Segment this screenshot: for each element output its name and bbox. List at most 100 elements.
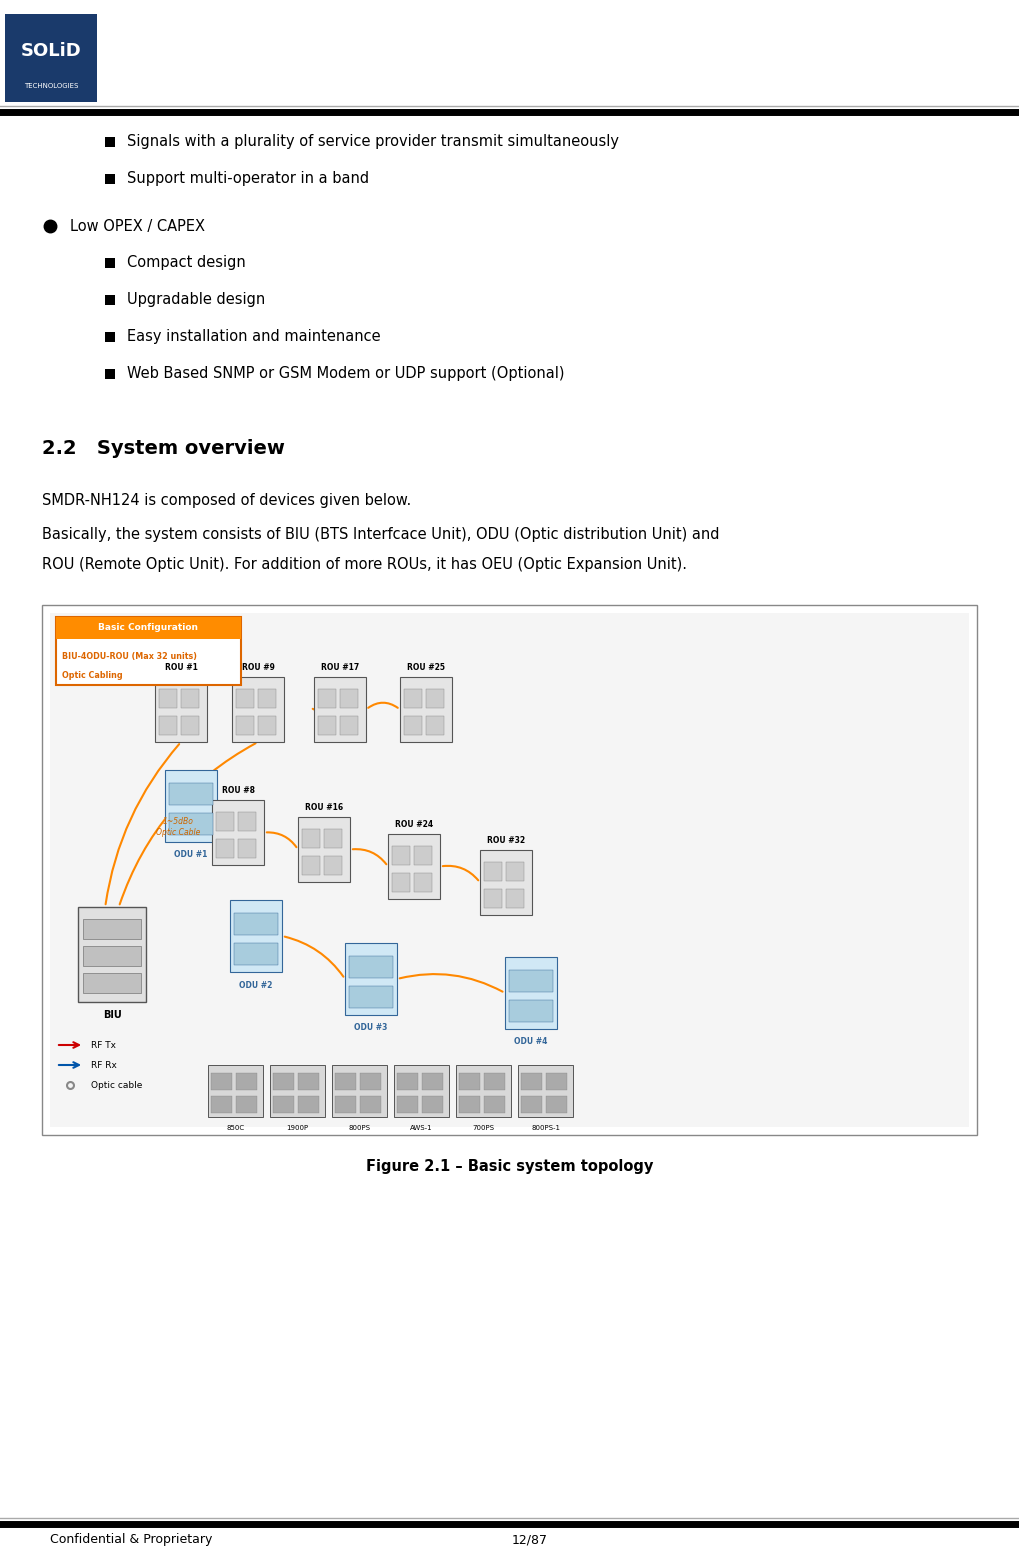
FancyBboxPatch shape <box>484 862 501 881</box>
FancyBboxPatch shape <box>426 715 443 736</box>
Text: ODU #4: ODU #4 <box>514 1037 547 1047</box>
FancyBboxPatch shape <box>414 873 432 892</box>
FancyBboxPatch shape <box>324 829 341 848</box>
Text: ODU #3: ODU #3 <box>354 1023 387 1032</box>
Text: ROU #16: ROU #16 <box>305 803 342 812</box>
FancyBboxPatch shape <box>396 1073 418 1090</box>
FancyBboxPatch shape <box>348 956 392 978</box>
FancyBboxPatch shape <box>105 258 115 269</box>
Text: Basically, the system consists of BIU (BTS Interfcace Unit), ODU (Optic distribu: Basically, the system consists of BIU (B… <box>42 526 718 542</box>
FancyBboxPatch shape <box>180 689 199 708</box>
FancyBboxPatch shape <box>302 829 320 848</box>
FancyBboxPatch shape <box>298 1097 319 1114</box>
FancyBboxPatch shape <box>360 1097 381 1114</box>
Text: ROU #32: ROU #32 <box>486 836 525 845</box>
Text: ROU #17: ROU #17 <box>321 662 359 672</box>
FancyBboxPatch shape <box>318 715 335 736</box>
Text: BIU-4ODU-ROU (Max 32 units): BIU-4ODU-ROU (Max 32 units) <box>62 651 197 661</box>
FancyBboxPatch shape <box>360 1073 381 1090</box>
FancyBboxPatch shape <box>105 137 115 147</box>
FancyBboxPatch shape <box>233 914 278 936</box>
FancyBboxPatch shape <box>237 839 256 858</box>
FancyBboxPatch shape <box>459 1097 480 1114</box>
FancyBboxPatch shape <box>258 689 276 708</box>
Text: Optic cable: Optic cable <box>91 1081 143 1090</box>
FancyBboxPatch shape <box>159 715 177 736</box>
FancyBboxPatch shape <box>387 834 439 900</box>
FancyBboxPatch shape <box>83 973 141 993</box>
FancyBboxPatch shape <box>404 715 422 736</box>
FancyBboxPatch shape <box>334 1073 356 1090</box>
FancyBboxPatch shape <box>237 812 256 831</box>
FancyBboxPatch shape <box>216 812 233 831</box>
Text: Web Based SNMP or GSM Modem or UDP support (Optional): Web Based SNMP or GSM Modem or UDP suppo… <box>127 366 564 381</box>
FancyBboxPatch shape <box>105 173 115 184</box>
Text: 800PS: 800PS <box>348 1125 370 1131</box>
FancyBboxPatch shape <box>298 1073 319 1090</box>
FancyBboxPatch shape <box>105 295 115 305</box>
Text: RF Tx: RF Tx <box>91 1040 116 1050</box>
Text: Upgradable design: Upgradable design <box>127 292 265 308</box>
FancyBboxPatch shape <box>324 856 341 875</box>
FancyBboxPatch shape <box>211 1097 231 1114</box>
FancyBboxPatch shape <box>273 1097 293 1114</box>
FancyBboxPatch shape <box>302 856 320 875</box>
Text: ROU #25: ROU #25 <box>407 662 444 672</box>
Text: Basic Configuration: Basic Configuration <box>99 623 199 633</box>
FancyBboxPatch shape <box>339 715 358 736</box>
FancyBboxPatch shape <box>508 1000 552 1022</box>
Text: BIU: BIU <box>103 1011 121 1020</box>
Text: AWS-1: AWS-1 <box>410 1125 432 1131</box>
FancyBboxPatch shape <box>105 369 115 380</box>
FancyBboxPatch shape <box>459 1073 480 1090</box>
Text: SMDR-NH124 is composed of devices given below.: SMDR-NH124 is composed of devices given … <box>42 494 411 508</box>
FancyBboxPatch shape <box>422 1073 442 1090</box>
FancyBboxPatch shape <box>105 333 115 342</box>
FancyBboxPatch shape <box>318 689 335 708</box>
Text: Optic Cabling: Optic Cabling <box>62 670 122 679</box>
FancyBboxPatch shape <box>50 612 968 1128</box>
FancyBboxPatch shape <box>235 715 254 736</box>
FancyBboxPatch shape <box>298 817 350 883</box>
FancyBboxPatch shape <box>393 1065 448 1117</box>
Text: 1~5dBo
Optic Cable: 1~5dBo Optic Cable <box>156 817 200 837</box>
FancyBboxPatch shape <box>484 889 501 908</box>
FancyBboxPatch shape <box>391 873 410 892</box>
FancyBboxPatch shape <box>414 847 432 865</box>
FancyBboxPatch shape <box>83 918 141 939</box>
Text: 2.2   System overview: 2.2 System overview <box>42 439 284 459</box>
FancyBboxPatch shape <box>484 1097 504 1114</box>
Text: Support multi-operator in a band: Support multi-operator in a band <box>127 170 369 186</box>
Text: ROU (Remote Optic Unit). For addition of more ROUs, it has OEU (Optic Expansion : ROU (Remote Optic Unit). For addition of… <box>42 558 687 572</box>
FancyBboxPatch shape <box>231 676 283 742</box>
FancyBboxPatch shape <box>314 676 366 742</box>
FancyBboxPatch shape <box>545 1073 567 1090</box>
FancyBboxPatch shape <box>270 1065 325 1117</box>
Text: ODU #1: ODU #1 <box>174 850 208 859</box>
FancyBboxPatch shape <box>508 970 552 992</box>
FancyBboxPatch shape <box>233 943 278 965</box>
Text: Compact design: Compact design <box>127 255 246 270</box>
Text: ROU #9: ROU #9 <box>242 662 274 672</box>
FancyBboxPatch shape <box>258 715 276 736</box>
FancyBboxPatch shape <box>211 1073 231 1090</box>
FancyBboxPatch shape <box>484 1073 504 1090</box>
Text: Low OPEX / CAPEX: Low OPEX / CAPEX <box>70 219 205 233</box>
FancyBboxPatch shape <box>545 1097 567 1114</box>
Text: 800PS-1: 800PS-1 <box>531 1125 559 1131</box>
FancyBboxPatch shape <box>56 617 240 639</box>
Text: SOLiD: SOLiD <box>20 42 82 59</box>
Text: 12/87: 12/87 <box>512 1534 547 1546</box>
Text: Figure 2.1 – Basic system topology: Figure 2.1 – Basic system topology <box>366 1159 653 1175</box>
Text: 1900P: 1900P <box>286 1125 309 1131</box>
FancyBboxPatch shape <box>235 689 254 708</box>
FancyBboxPatch shape <box>159 689 177 708</box>
FancyBboxPatch shape <box>212 800 264 865</box>
Text: ROU #1: ROU #1 <box>164 662 198 672</box>
FancyBboxPatch shape <box>235 1073 257 1090</box>
FancyBboxPatch shape <box>391 847 410 865</box>
Text: Easy installation and maintenance: Easy installation and maintenance <box>127 330 380 344</box>
FancyBboxPatch shape <box>348 986 392 1007</box>
FancyBboxPatch shape <box>396 1097 418 1114</box>
FancyBboxPatch shape <box>521 1073 541 1090</box>
